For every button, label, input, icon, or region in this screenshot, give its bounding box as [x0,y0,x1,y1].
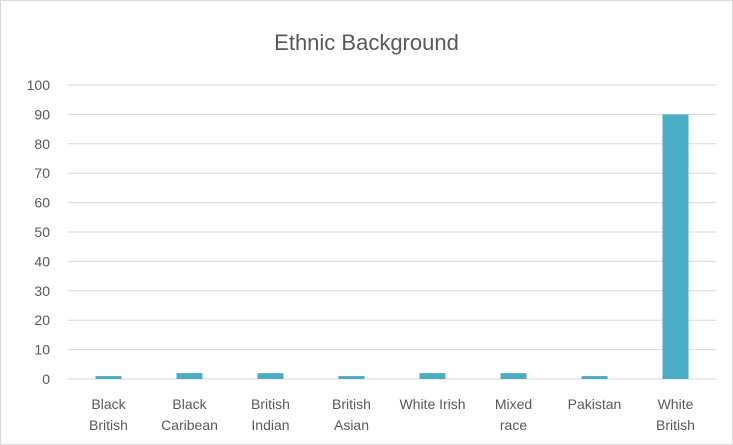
y-tick-label: 40 [34,253,50,269]
chart-title: Ethnic Background [274,30,459,55]
x-tick-label: Black [172,396,207,412]
y-tick-label: 0 [42,371,50,387]
bar [662,114,689,380]
x-tick-label: race [500,417,527,433]
bar [581,376,608,379]
bar [176,373,203,379]
x-tick-label: Asian [334,417,369,433]
x-tick-label: Caribean [161,417,218,433]
x-tick-label: British [332,396,371,412]
y-tick-label: 10 [34,342,50,358]
x-tick-label: Pakistan [568,396,622,412]
y-tick-label: 60 [34,195,50,211]
x-tick-label: White [658,396,694,412]
bar [500,373,527,379]
x-tick-label: British [251,396,290,412]
x-tick-label: British [656,417,695,433]
x-tick-label: Black [91,396,126,412]
y-tick-label: 20 [34,312,50,328]
x-tick-label: Mixed [495,396,532,412]
y-tick-label: 30 [34,283,50,299]
y-tick-label: 70 [34,165,50,181]
y-tick-label: 50 [34,224,50,240]
x-tick-label: Indian [251,417,289,433]
bar [419,373,446,379]
y-tick-label: 100 [27,77,51,93]
y-tick-label: 80 [34,136,50,152]
x-tick-label: White Irish [399,396,465,412]
bar [257,373,284,379]
bar [95,376,122,379]
bar [338,376,365,379]
x-tick-label: British [89,417,128,433]
y-tick-label: 90 [34,106,50,122]
